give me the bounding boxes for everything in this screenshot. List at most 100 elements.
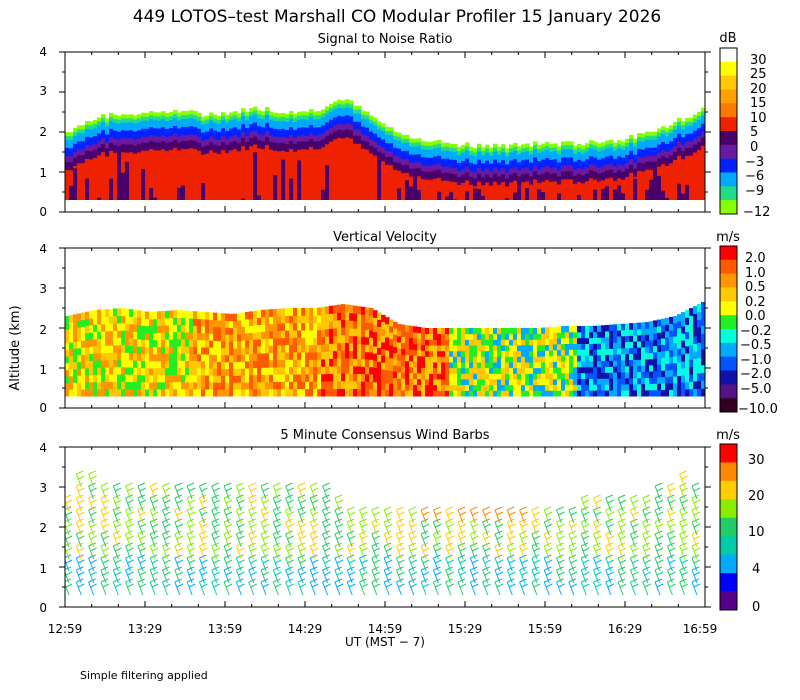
wind-barb xyxy=(272,485,279,500)
wind-barb xyxy=(533,535,541,540)
velocity-cell xyxy=(313,388,318,397)
wind-barb xyxy=(531,554,540,559)
wind-barb xyxy=(383,506,392,511)
velocity-cell xyxy=(689,315,694,324)
wind-barb xyxy=(174,557,181,572)
velocity-cell xyxy=(301,315,306,324)
velocity-cell xyxy=(501,379,506,386)
velocity-cell xyxy=(109,330,114,339)
snr-cell xyxy=(209,150,214,200)
velocity-cell xyxy=(541,350,546,357)
snr-cell xyxy=(137,152,142,200)
velocity-cell xyxy=(125,345,130,353)
wind-barb xyxy=(149,578,158,583)
y-tick-label: 4 xyxy=(39,242,47,256)
velocity-cell xyxy=(485,384,490,391)
wind-barb xyxy=(556,506,564,511)
velocity-cell xyxy=(205,375,210,383)
velocity-cell xyxy=(545,373,550,380)
velocity-cell xyxy=(97,331,102,339)
snr-cell xyxy=(353,143,358,200)
velocity-cell xyxy=(305,374,310,382)
velocity-cell xyxy=(453,356,458,363)
wind-barb xyxy=(410,523,418,528)
wind-barb xyxy=(65,571,70,584)
velocity-cell xyxy=(521,379,526,386)
velocity-cell xyxy=(357,313,362,322)
velocity-cell xyxy=(265,367,270,375)
velocity-cell xyxy=(77,382,82,390)
wind-barb xyxy=(531,518,540,523)
velocity-cell xyxy=(513,345,518,352)
wind-barb xyxy=(312,559,319,564)
velocity-cell xyxy=(673,342,678,350)
velocity-cell xyxy=(529,345,534,352)
velocity-cell xyxy=(125,374,130,382)
velocity-cell xyxy=(533,367,538,374)
wind-barb xyxy=(78,559,85,564)
velocity-cell xyxy=(465,328,470,335)
wind-barb xyxy=(632,583,639,588)
wind-barb xyxy=(410,583,418,588)
velocity-cell xyxy=(161,346,166,355)
velocity-cell xyxy=(477,345,482,352)
wind-barb xyxy=(322,533,329,548)
wind-barb xyxy=(334,506,343,511)
velocity-cell xyxy=(437,328,442,335)
colorbar-swatch xyxy=(720,186,737,201)
velocity-cell xyxy=(65,349,70,357)
wind-barb xyxy=(544,554,552,559)
velocity-cell xyxy=(249,346,254,355)
velocity-cell xyxy=(557,338,562,345)
velocity-cell xyxy=(665,317,670,325)
snr-cell xyxy=(429,179,434,200)
wind-barb xyxy=(383,521,390,536)
snr-cell xyxy=(645,169,650,200)
velocity-cell xyxy=(129,345,134,354)
colorbar-swatch xyxy=(720,200,737,215)
wind-barb xyxy=(619,523,627,528)
wind-barb xyxy=(642,521,649,536)
wind-barb xyxy=(186,482,195,487)
velocity-cell xyxy=(649,377,654,385)
wind-barb xyxy=(151,511,159,516)
velocity-cell xyxy=(341,373,346,382)
velocity-cell xyxy=(121,344,126,353)
velocity-cell xyxy=(381,362,386,370)
velocity-cell xyxy=(149,353,154,362)
wind-barb xyxy=(260,557,267,572)
wind-barb xyxy=(396,545,402,560)
velocity-cell xyxy=(233,375,238,383)
velocity-cell xyxy=(157,388,162,397)
velocity-cell xyxy=(405,360,410,367)
velocity-cell xyxy=(325,336,330,345)
velocity-cell xyxy=(541,333,546,340)
wind-barb xyxy=(507,578,515,583)
velocity-cell xyxy=(521,367,526,374)
snr-cell xyxy=(409,186,414,200)
velocity-cell xyxy=(669,389,674,397)
velocity-cell xyxy=(645,371,650,379)
velocity-cell xyxy=(205,347,210,355)
wind-barb xyxy=(469,509,476,524)
wind-barb xyxy=(361,547,368,552)
wind-barb xyxy=(137,554,146,559)
velocity-cell xyxy=(437,339,442,346)
wind-barb xyxy=(199,566,207,571)
wind-barb xyxy=(275,547,282,552)
wind-barb xyxy=(149,494,158,499)
wind-barb xyxy=(324,499,331,504)
velocity-cell xyxy=(565,355,570,362)
wind-barb xyxy=(125,533,132,548)
wind-barb xyxy=(654,482,663,487)
snr-cell xyxy=(537,189,542,200)
wind-barb xyxy=(469,569,476,584)
wind-barb xyxy=(654,506,663,511)
wind-barb xyxy=(322,485,329,500)
snr-cell xyxy=(505,197,510,200)
wind-barb xyxy=(420,569,427,584)
velocity-cell xyxy=(77,327,82,335)
wind-barb xyxy=(607,583,615,588)
snr-cell xyxy=(233,149,238,200)
velocity-cell xyxy=(545,333,550,340)
